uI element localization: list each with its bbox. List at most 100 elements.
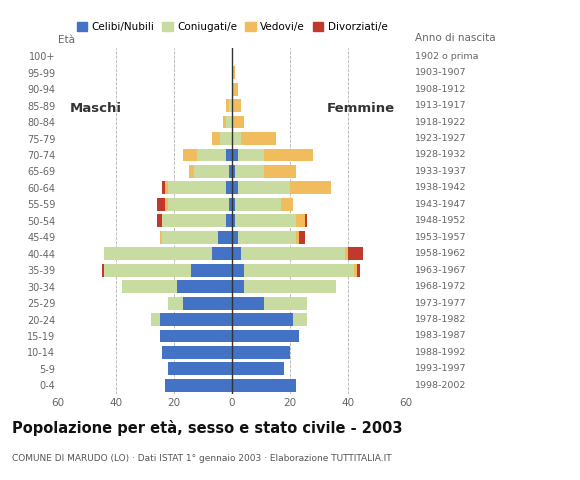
- Bar: [232, 132, 241, 145]
- Text: Femmine: Femmine: [327, 102, 394, 115]
- Bar: [232, 330, 299, 342]
- Bar: [232, 231, 238, 244]
- Bar: [232, 99, 241, 112]
- Text: 1948-1952: 1948-1952: [415, 216, 466, 225]
- Bar: [232, 379, 296, 392]
- Text: 1908-1912: 1908-1912: [415, 84, 466, 94]
- Bar: [232, 247, 241, 260]
- Text: 1923-1927: 1923-1927: [415, 134, 466, 143]
- Bar: [194, 165, 229, 178]
- Bar: [232, 148, 238, 161]
- Bar: [162, 215, 226, 227]
- Bar: [226, 181, 232, 194]
- Bar: [238, 231, 296, 244]
- Bar: [232, 215, 235, 227]
- Text: 1993-1997: 1993-1997: [415, 364, 466, 373]
- Bar: [235, 198, 281, 211]
- Bar: [232, 264, 244, 276]
- Bar: [220, 132, 232, 145]
- Bar: [354, 264, 357, 276]
- Bar: [188, 165, 194, 178]
- Text: 1913-1917: 1913-1917: [415, 101, 466, 110]
- Bar: [104, 264, 191, 276]
- Text: 1903-1907: 1903-1907: [415, 68, 466, 77]
- Bar: [293, 313, 307, 326]
- Bar: [212, 132, 220, 145]
- Bar: [296, 231, 299, 244]
- Bar: [235, 215, 296, 227]
- Bar: [304, 215, 307, 227]
- Bar: [232, 66, 235, 79]
- Bar: [151, 313, 160, 326]
- Bar: [212, 247, 232, 260]
- Text: 1933-1937: 1933-1937: [415, 167, 466, 176]
- Bar: [160, 330, 232, 342]
- Bar: [226, 116, 232, 129]
- Bar: [168, 198, 229, 211]
- Bar: [232, 346, 290, 359]
- Text: 1953-1957: 1953-1957: [415, 233, 466, 242]
- Bar: [168, 362, 232, 375]
- Bar: [218, 231, 232, 244]
- Bar: [296, 215, 304, 227]
- Bar: [348, 247, 362, 260]
- Bar: [232, 165, 235, 178]
- Bar: [157, 215, 162, 227]
- Bar: [160, 231, 162, 244]
- Bar: [232, 297, 264, 310]
- Text: 1943-1947: 1943-1947: [415, 200, 466, 209]
- Bar: [223, 116, 226, 129]
- Text: 1928-1932: 1928-1932: [415, 150, 466, 159]
- Bar: [165, 198, 168, 211]
- Bar: [241, 247, 345, 260]
- Text: Età: Età: [58, 35, 75, 45]
- Bar: [232, 181, 238, 194]
- Bar: [197, 148, 226, 161]
- Bar: [244, 280, 336, 293]
- Bar: [264, 165, 296, 178]
- Bar: [157, 198, 165, 211]
- Text: 1938-1942: 1938-1942: [415, 183, 466, 192]
- Bar: [238, 181, 290, 194]
- Text: COMUNE DI MARUDO (LO) · Dati ISTAT 1° gennaio 2003 · Elaborazione TUTTITALIA.IT: COMUNE DI MARUDO (LO) · Dati ISTAT 1° ge…: [12, 454, 392, 463]
- Text: 1978-1982: 1978-1982: [415, 315, 466, 324]
- Text: 1973-1977: 1973-1977: [415, 299, 466, 308]
- Bar: [122, 280, 177, 293]
- Legend: Celibi/Nubili, Coniugati/e, Vedovi/e, Divorziati/e: Celibi/Nubili, Coniugati/e, Vedovi/e, Di…: [77, 22, 387, 32]
- Bar: [264, 297, 307, 310]
- Bar: [299, 231, 304, 244]
- Bar: [226, 148, 232, 161]
- Bar: [183, 148, 197, 161]
- Text: Popolazione per età, sesso e stato civile - 2003: Popolazione per età, sesso e stato civil…: [12, 420, 402, 436]
- Bar: [229, 198, 232, 211]
- Bar: [232, 198, 235, 211]
- Text: 1968-1972: 1968-1972: [415, 282, 466, 291]
- Bar: [226, 99, 229, 112]
- Bar: [183, 297, 232, 310]
- Bar: [241, 132, 276, 145]
- Bar: [232, 280, 244, 293]
- Bar: [177, 280, 232, 293]
- Text: 1958-1962: 1958-1962: [415, 249, 466, 258]
- Text: 1998-2002: 1998-2002: [415, 381, 466, 390]
- Bar: [235, 165, 264, 178]
- Text: 1983-1987: 1983-1987: [415, 332, 466, 340]
- Bar: [104, 247, 212, 260]
- Bar: [165, 379, 232, 392]
- Bar: [162, 231, 218, 244]
- Text: 1963-1967: 1963-1967: [415, 265, 466, 275]
- Text: 1988-1992: 1988-1992: [415, 348, 466, 357]
- Bar: [238, 148, 264, 161]
- Bar: [232, 83, 238, 96]
- Bar: [232, 116, 244, 129]
- Bar: [168, 181, 226, 194]
- Bar: [264, 148, 313, 161]
- Text: 1902 o prima: 1902 o prima: [415, 52, 478, 61]
- Bar: [162, 181, 165, 194]
- Bar: [160, 313, 232, 326]
- Bar: [345, 247, 348, 260]
- Text: Anno di nascita: Anno di nascita: [415, 33, 495, 43]
- Bar: [165, 181, 168, 194]
- Bar: [226, 215, 232, 227]
- Bar: [102, 264, 104, 276]
